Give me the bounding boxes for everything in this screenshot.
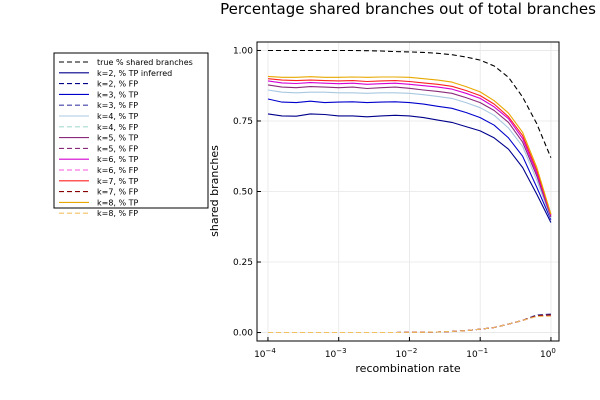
legend-label-11: k=7, % TP xyxy=(97,177,139,186)
legend-label-9: k=6, % TP xyxy=(97,155,139,164)
series-line-3 xyxy=(267,98,552,220)
legend-label-6: k=4, % FP xyxy=(97,123,138,132)
x-tick-label: 100 xyxy=(540,347,556,360)
series-line-0 xyxy=(268,49,552,158)
y-axis-label: shared branches xyxy=(208,145,221,237)
x-tick-label: 10−4 xyxy=(254,347,276,360)
legend-label-14: k=8, % FP xyxy=(97,209,138,218)
y-tick-label: 0.25 xyxy=(233,258,253,268)
series-line-5 xyxy=(267,89,552,219)
y-tick-label: 0.75 xyxy=(233,117,253,127)
series-line-13 xyxy=(267,75,552,215)
legend-label-10: k=6, % FP xyxy=(97,166,138,175)
series-line-7 xyxy=(267,84,552,218)
legend-label-13: k=8, % TP xyxy=(97,198,139,207)
series-line-14 xyxy=(268,315,551,334)
x-axis-label: recombination rate xyxy=(355,362,460,375)
y-tick-label: 0.50 xyxy=(233,188,253,198)
series-line-1 xyxy=(267,113,552,223)
legend-label-3: k=3, % TP xyxy=(97,90,139,99)
series-line-11 xyxy=(267,78,552,215)
legend-label-2: k=2, % FP xyxy=(97,80,138,89)
x-tick-label: 10−1 xyxy=(466,347,488,360)
x-tick-label: 10−2 xyxy=(396,347,418,360)
series-line-9 xyxy=(267,80,552,216)
legend-label-7: k=5, % TP xyxy=(97,134,139,143)
legend-label-4: k=3, % FP xyxy=(97,101,138,110)
y-tick-label: 0.00 xyxy=(233,329,253,339)
series-lines xyxy=(267,49,552,334)
x-tick-label: 10−3 xyxy=(325,347,347,360)
legend-label-5: k=4, % TP xyxy=(97,112,139,121)
y-tick-label: 1.00 xyxy=(233,46,253,56)
legend-label-1: k=2, % TP inferred xyxy=(97,69,172,78)
chart-title: Percentage shared branches out of total … xyxy=(220,0,596,18)
legend: true % shared branches k=2, % TP inferred… xyxy=(53,52,209,218)
legend-label-0: true % shared branches xyxy=(97,58,193,67)
legend-label-8: k=5, % FP xyxy=(97,144,138,153)
legend-label-12: k=7, % FP xyxy=(97,188,138,197)
axis-ticks: 10−4 10−3 10−2 10−1 100 0.00 0.25 0.50 0.75 1.00 xyxy=(233,46,556,360)
legend-box xyxy=(53,52,209,209)
